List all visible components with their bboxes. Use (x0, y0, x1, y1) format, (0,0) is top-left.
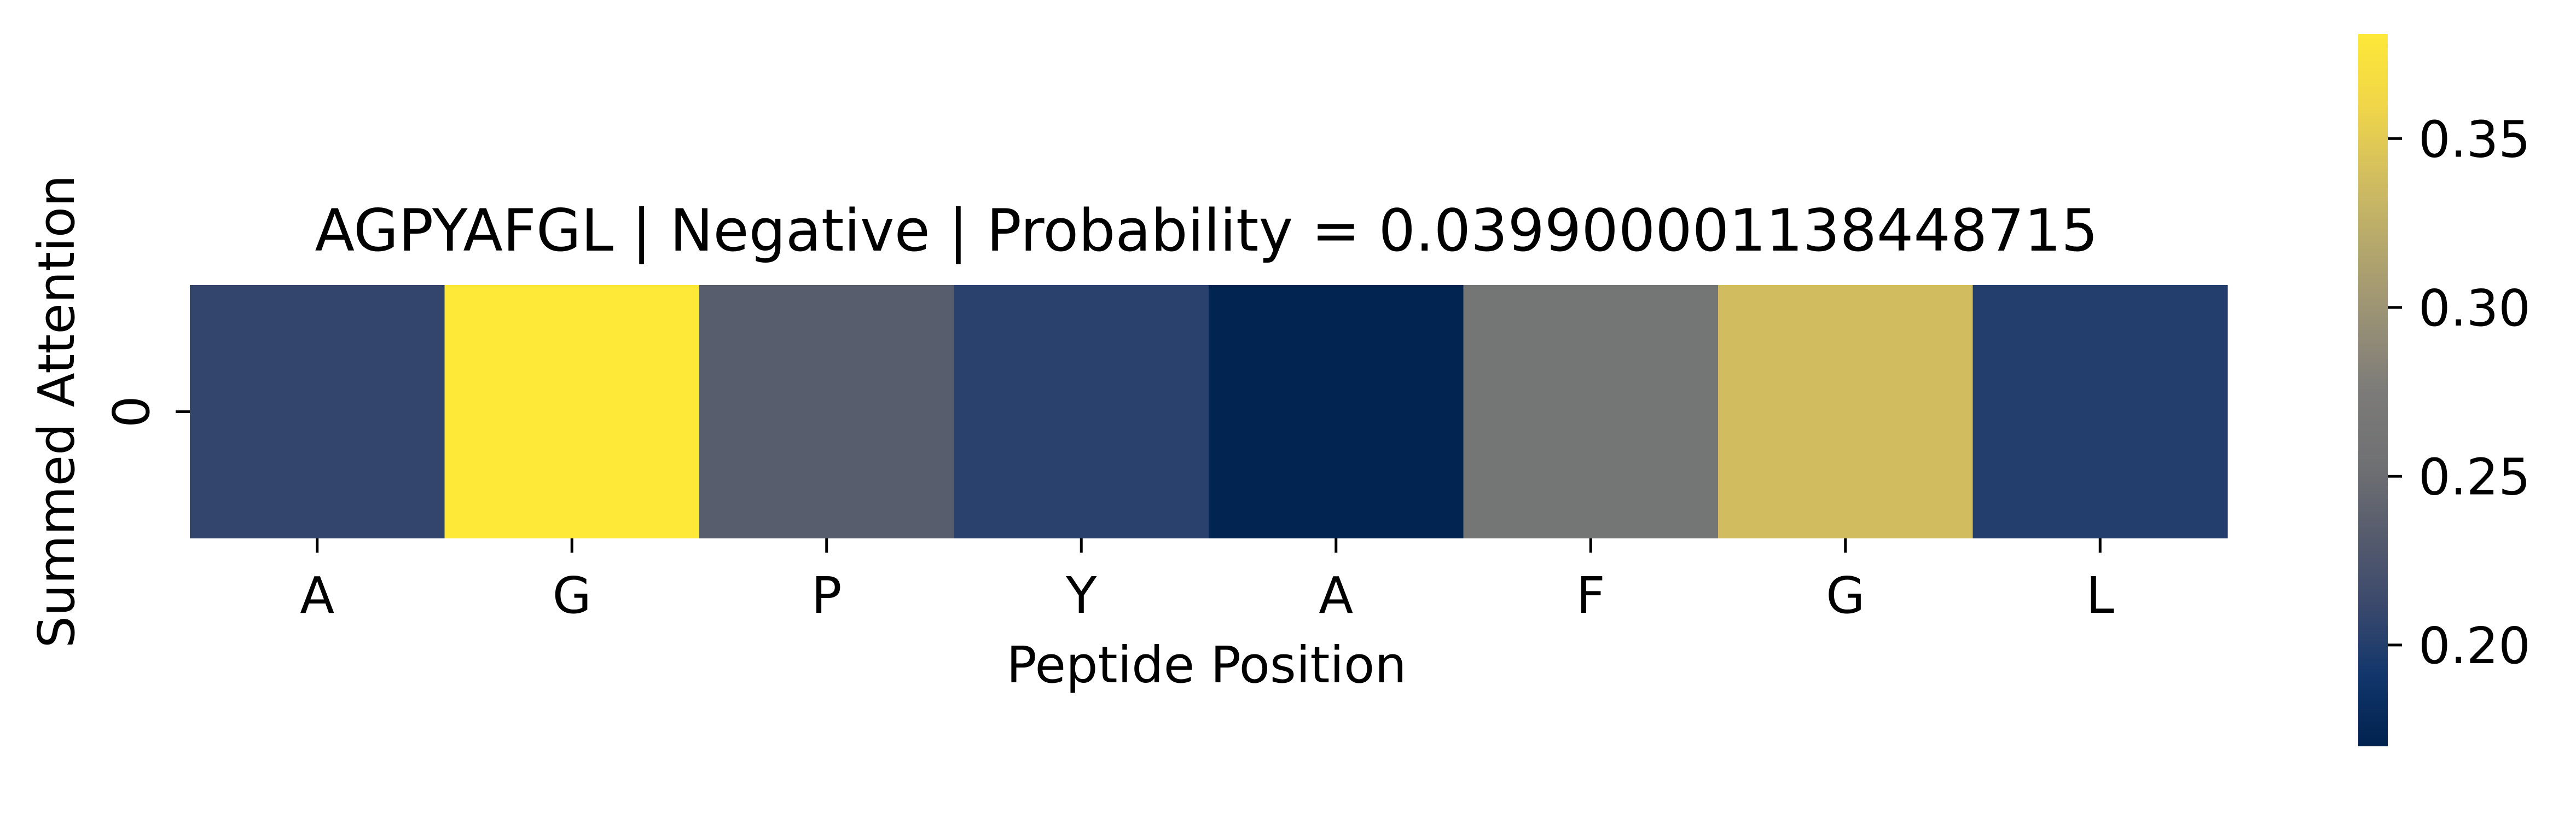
colorbar-tick-label: 0.20 (2418, 617, 2531, 675)
x-tick-label: A (300, 566, 334, 625)
colorbar-tick-label: 0.30 (2418, 279, 2531, 338)
x-tick-label: Y (1065, 566, 1097, 625)
colorbar-ticks: 0.20 0.25 0.30 0.35 (2388, 110, 2531, 675)
x-tick-label: L (2086, 566, 2114, 625)
heatmap-cell (1972, 285, 2228, 538)
x-tick-label: P (811, 566, 842, 625)
heatmap-cell (1718, 285, 1974, 538)
x-tick-label: F (1576, 566, 1605, 625)
heatmap-cell (190, 285, 445, 538)
colorbar-tick-label: 0.25 (2418, 448, 2531, 506)
x-tick-label: G (553, 566, 591, 625)
x-tick-label: A (1319, 566, 1353, 625)
colorbar-tick-label: 0.35 (2418, 110, 2531, 169)
x-axis-label: Peptide Position (1006, 636, 1406, 694)
heatmap-cell (954, 285, 1209, 538)
heatmap-cell (444, 285, 700, 538)
heatmap-cells (190, 285, 2228, 538)
y-axis-label: Summed Attention (27, 175, 86, 648)
x-tick-label: G (1826, 566, 1865, 625)
heatmap-cell (1463, 285, 1719, 538)
colorbar (2358, 34, 2388, 746)
y-axis-ticks: 0 (102, 396, 190, 428)
chart-title: AGPYAFGL | Negative | Probability = 0.03… (315, 197, 2098, 265)
heatmap-cell (699, 285, 955, 538)
y-tick-label: 0 (102, 396, 161, 428)
heatmap-cell (1209, 285, 1464, 538)
